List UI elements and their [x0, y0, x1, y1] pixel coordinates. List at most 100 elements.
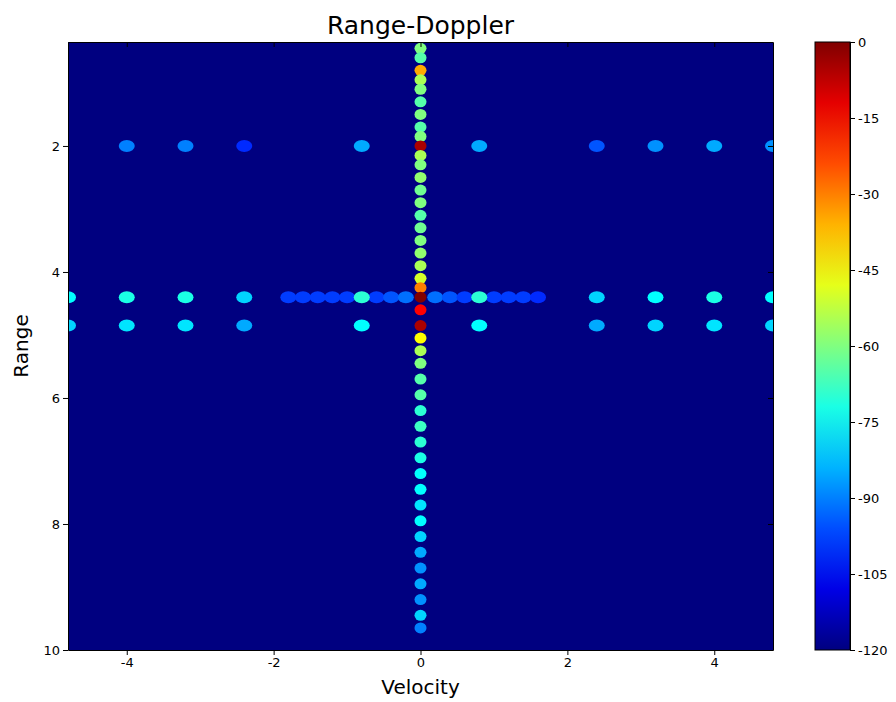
cell — [119, 291, 135, 303]
cell — [765, 140, 773, 152]
x-axis-top — [69, 42, 774, 47]
cell — [398, 291, 414, 303]
cell — [415, 292, 427, 303]
tick: -2 — [268, 650, 281, 670]
cell — [471, 140, 487, 152]
tick-label: 2 — [564, 655, 572, 670]
tick — [567, 42, 568, 47]
cells — [68, 43, 773, 634]
tick-mark — [714, 42, 715, 47]
cell — [324, 291, 340, 303]
cell — [415, 484, 427, 495]
tick-label: -105 — [858, 567, 888, 582]
cell — [501, 291, 517, 303]
cell — [68, 320, 76, 332]
cell — [415, 159, 427, 170]
cell — [236, 140, 252, 152]
tick-mark — [850, 346, 855, 347]
tick-label: -15 — [858, 111, 879, 126]
tick-mark — [850, 270, 855, 271]
cell — [765, 320, 773, 332]
tick-label: 6 — [52, 391, 60, 406]
tick-mark — [274, 42, 275, 47]
tick: 6 — [52, 391, 68, 406]
cell — [383, 291, 399, 303]
tick-mark — [127, 42, 128, 47]
cell — [339, 291, 355, 303]
cell — [471, 291, 487, 303]
tick — [127, 42, 128, 47]
cell — [415, 345, 427, 356]
tick-label: 0 — [858, 35, 866, 50]
cell — [471, 320, 487, 332]
cell — [415, 84, 427, 95]
tick-label: -2 — [268, 655, 281, 670]
y-axis-right — [768, 43, 774, 651]
cell — [415, 273, 427, 284]
cell — [415, 468, 427, 479]
tick-mark — [421, 42, 422, 47]
cell — [515, 291, 531, 303]
cell — [415, 222, 427, 233]
tick-mark — [63, 650, 68, 651]
tick: 4 — [711, 650, 719, 670]
cell — [415, 531, 427, 542]
tick-mark — [850, 42, 855, 43]
tick-label: 4 — [52, 265, 60, 280]
tick — [768, 524, 773, 525]
cell — [415, 122, 427, 133]
y-axis: 246810 — [43, 43, 68, 658]
cell — [415, 515, 427, 526]
tick: -4 — [121, 650, 134, 670]
cell — [415, 594, 427, 605]
tick — [768, 272, 773, 273]
cell — [648, 320, 664, 332]
cell — [280, 291, 296, 303]
cell — [415, 185, 427, 196]
cell — [415, 248, 427, 259]
colorbar — [815, 42, 850, 650]
tick-mark — [850, 650, 855, 651]
cell — [415, 610, 427, 621]
cell — [415, 578, 427, 589]
cell — [415, 43, 427, 54]
cell — [415, 500, 427, 511]
tick: -45 — [850, 263, 879, 278]
cell — [486, 291, 502, 303]
tick — [768, 650, 773, 651]
cell — [589, 291, 605, 303]
y-axis-title: Range — [9, 314, 33, 377]
tick: -15 — [850, 111, 879, 126]
tick-label: 0 — [417, 655, 425, 670]
cell — [765, 291, 773, 303]
cell — [415, 197, 427, 208]
tick-mark — [768, 398, 773, 399]
x-axis: -4 -2 0 2 4 — [69, 650, 774, 670]
cell — [415, 52, 427, 63]
cell — [178, 291, 194, 303]
cell — [310, 291, 326, 303]
tick-mark — [768, 146, 773, 147]
cell — [415, 320, 427, 331]
colorbar-axis: 0-15-30-45-60-75-90-105-120 — [850, 35, 888, 658]
cell — [415, 150, 427, 161]
tick-label: -30 — [858, 187, 879, 202]
tick-mark — [63, 272, 68, 273]
cell — [706, 140, 722, 152]
cell — [236, 320, 252, 332]
tick-label: -120 — [858, 643, 888, 658]
cell — [415, 172, 427, 183]
cell — [415, 109, 427, 120]
tick — [274, 42, 275, 47]
cell — [178, 140, 194, 152]
cell — [427, 291, 443, 303]
cell — [415, 563, 427, 574]
title: Range-Doppler — [327, 11, 515, 40]
tick-label: -60 — [858, 339, 879, 354]
tick: -60 — [850, 339, 879, 354]
axis-line — [773, 43, 774, 651]
tick: 0 — [417, 650, 425, 670]
tick: 8 — [52, 517, 68, 532]
cell — [415, 140, 427, 151]
tick-mark — [850, 118, 855, 119]
